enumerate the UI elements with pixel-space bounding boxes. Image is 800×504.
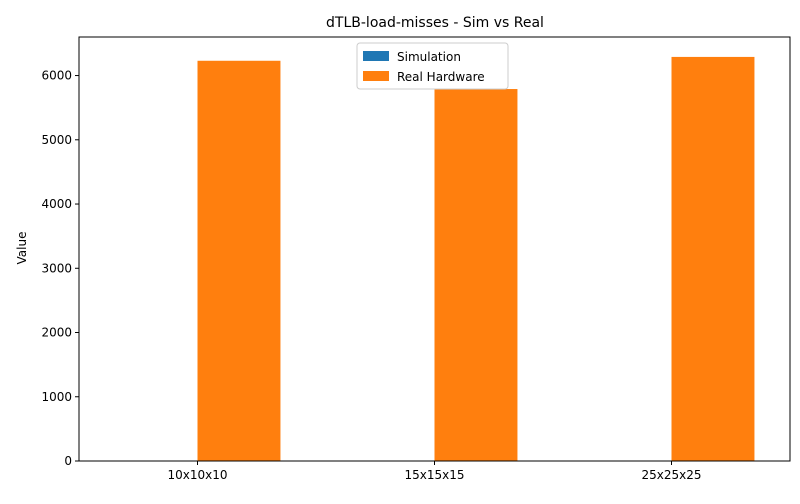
y-tick-label: 6000 xyxy=(41,69,72,83)
legend-swatch-real-hardware xyxy=(363,71,389,81)
legend-label-real-hardware: Real Hardware xyxy=(397,70,485,84)
y-tick-label: 1000 xyxy=(41,390,72,404)
y-axis-label: Value xyxy=(15,232,29,265)
bar-real-hardware-15x15x15[interactable] xyxy=(434,89,518,461)
y-tick-label: 3000 xyxy=(41,261,72,275)
legend-label-simulation: Simulation xyxy=(397,50,461,64)
bar-real-hardware-25x25x25[interactable] xyxy=(671,56,755,462)
y-tick-label: 0 xyxy=(64,454,72,468)
legend-box xyxy=(356,42,509,90)
x-tick-label: 15x15x15 xyxy=(404,468,464,482)
x-tick-label: 25x25x25 xyxy=(641,468,701,482)
bar-real-hardware-10x10x10[interactable] xyxy=(197,60,281,462)
x-tick-label: 10x10x10 xyxy=(167,468,227,482)
bars-layer xyxy=(197,56,755,462)
y-tick-label: 5000 xyxy=(41,133,72,147)
y-tick-label: 4000 xyxy=(41,197,72,211)
y-tick-label: 2000 xyxy=(41,326,72,340)
chart-title: dTLB-load-misses - Sim vs Real xyxy=(326,15,544,31)
legend-swatch-simulation xyxy=(363,51,389,61)
ticks-layer: 0 1000 2000 3000 4000 5000 6000 10x10x10 15x15x1… xyxy=(41,69,701,482)
legend: Simulation Real Hardware xyxy=(356,42,509,90)
